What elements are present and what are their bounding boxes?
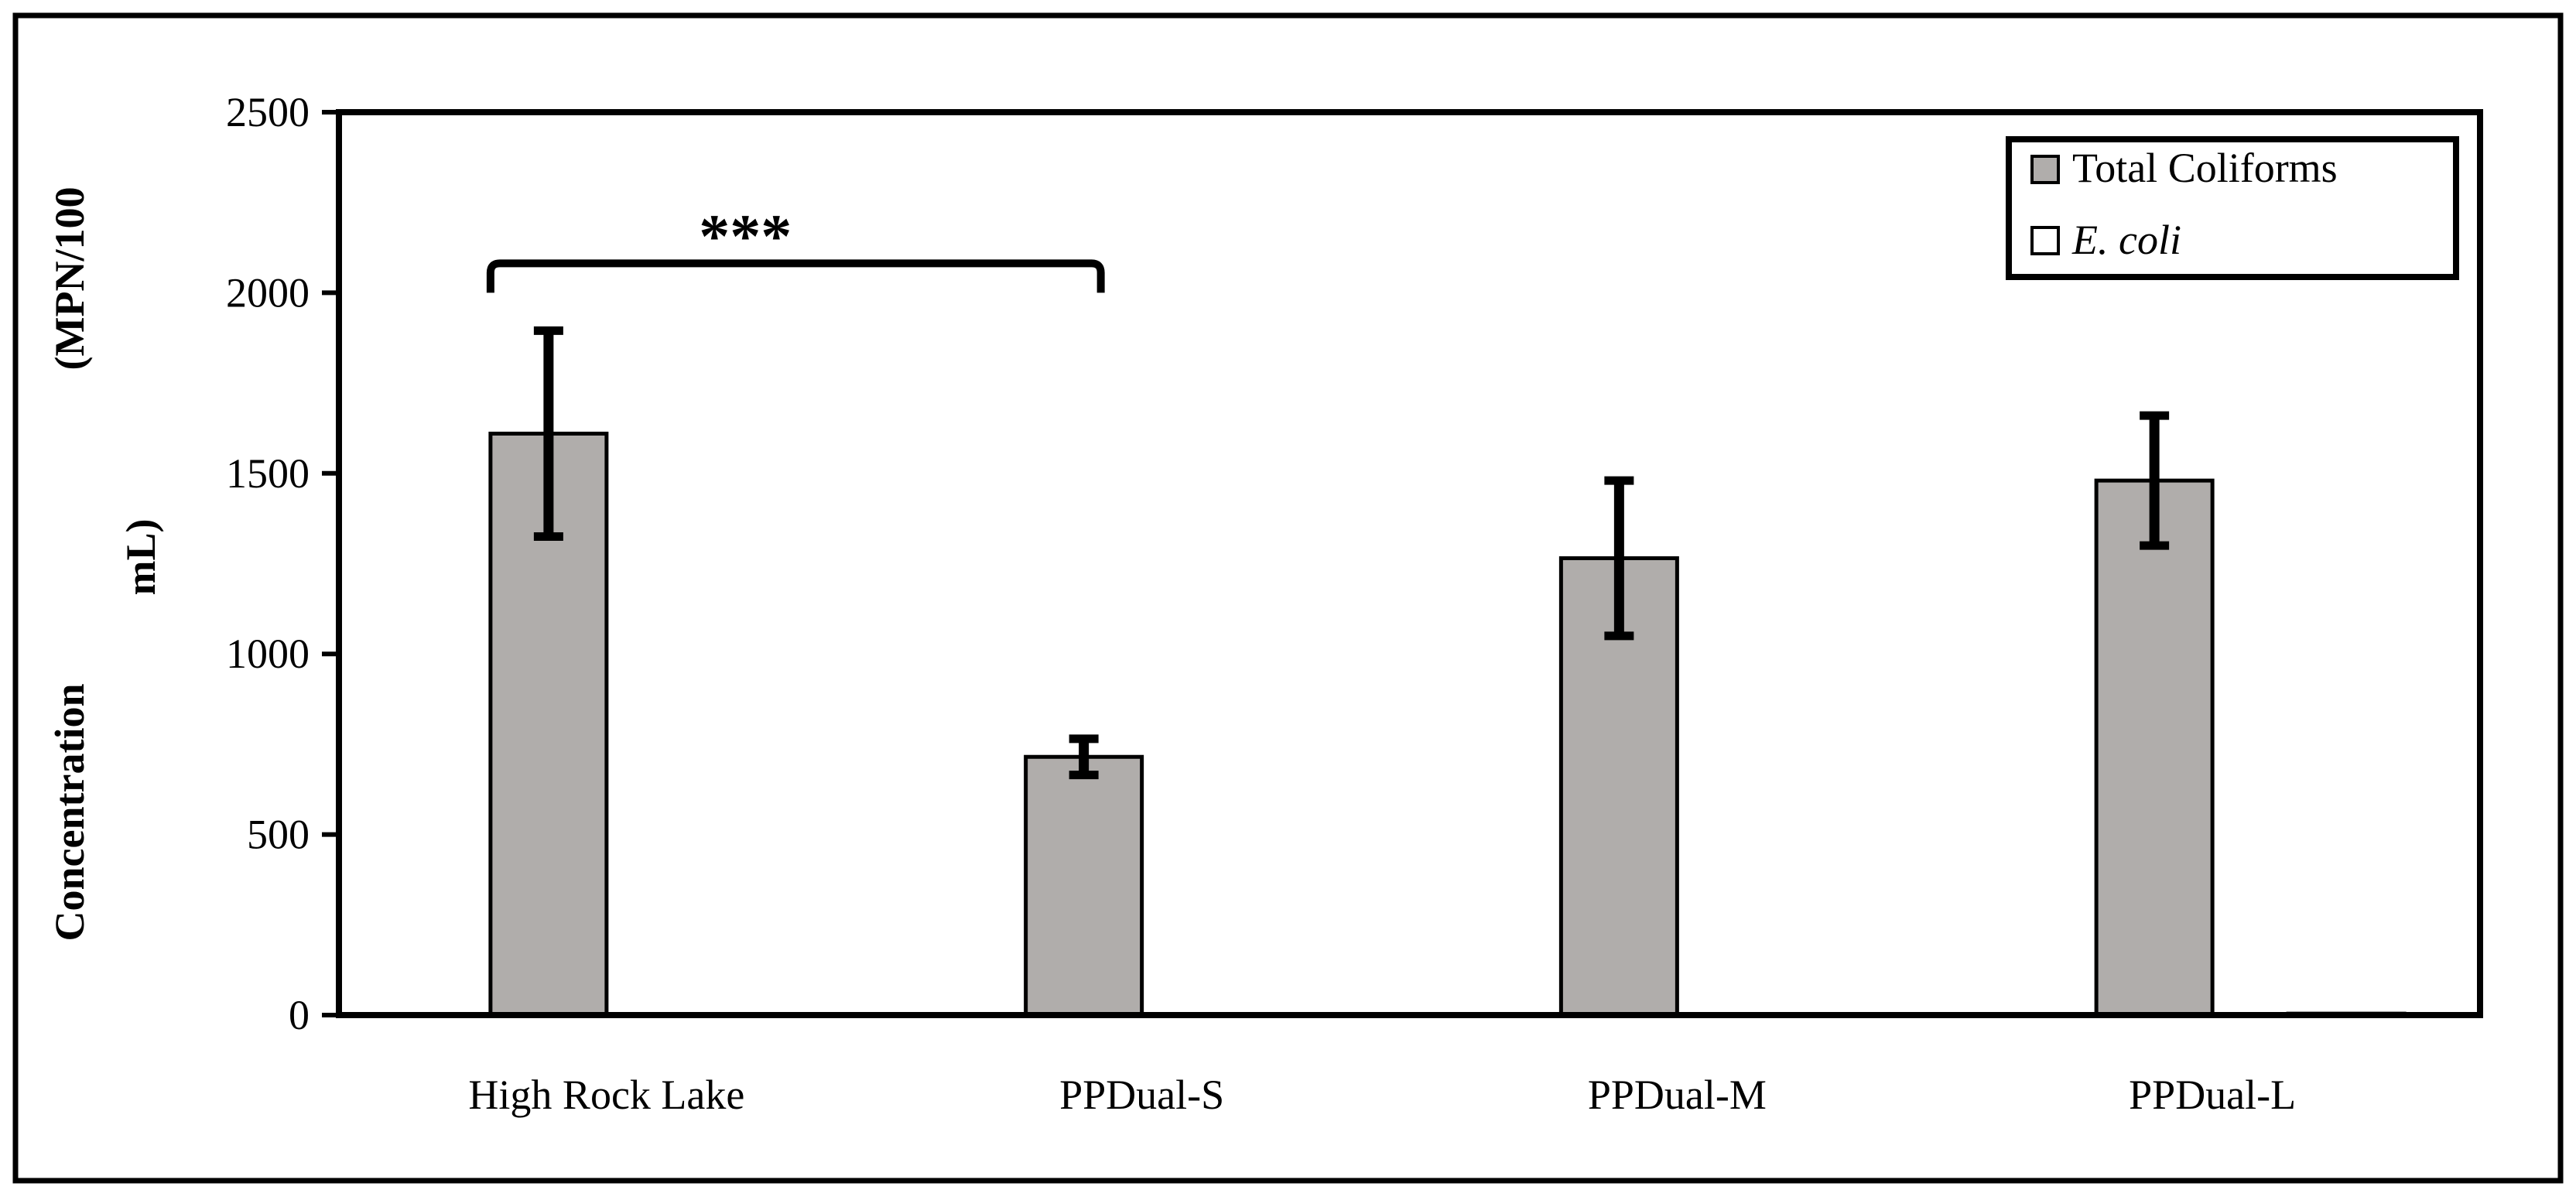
bar-total-coliforms [1024,754,1144,1017]
legend-frame [2006,136,2459,280]
significance-marker: *** [699,203,792,271]
legend-swatch-total-coliforms [2030,155,2060,184]
bar-total-coliforms [2094,478,2215,1017]
y-tick-label: 1000 [226,631,310,677]
y-tick-label: 1500 [226,450,310,497]
legend-label-total-coliforms: Total Coliforms [2072,145,2338,191]
x-category-label: PPDual-S [1059,1072,1224,1118]
legend: Total Coliforms E. coli [2006,136,2459,280]
y-tick-label: 2500 [226,89,310,135]
y-tick-label: 0 [289,992,310,1038]
plot-area-frame [336,109,2483,1018]
y-tick-label: 2000 [226,269,310,316]
legend-swatch-e-coli [2030,226,2060,255]
x-category-label: PPDual-M [1588,1072,1767,1118]
y-axis-label-line-3: mL) [118,519,164,596]
y-axis-label-line-2: (MPN/100 [46,187,93,371]
x-category-label: PPDual-L [2129,1072,2296,1118]
legend-label-e-coli: E. coli [2071,217,2181,263]
y-tick-label: 500 [247,812,310,858]
x-category-label: High Rock Lake [468,1072,744,1118]
y-axis-label-line-1: Concentration [46,684,93,942]
significance-bracket [486,259,1105,293]
